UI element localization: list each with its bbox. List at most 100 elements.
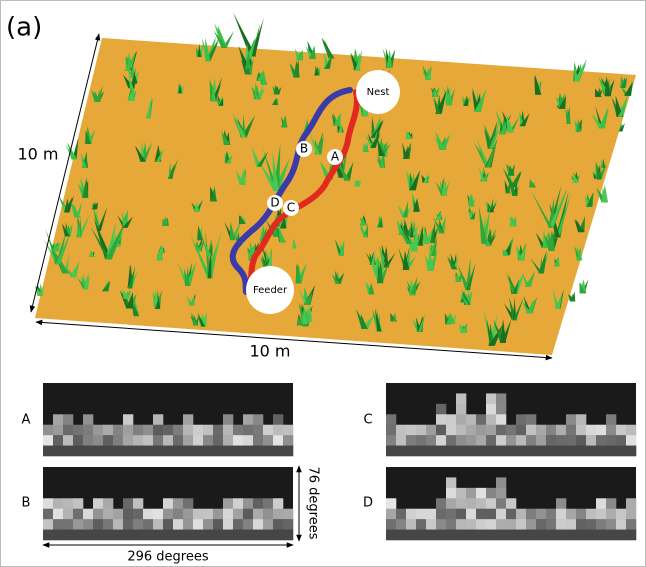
view-pixel [596,446,606,457]
view-pixel [396,435,406,446]
view-pixel [203,425,213,436]
view-pixel [223,530,233,541]
view-pixel [436,414,446,425]
view-pixel [283,435,293,446]
view-pixel [283,425,293,436]
view-pixel [193,530,203,541]
view-pixel [476,530,486,541]
view-pixel [183,425,193,436]
view-pixel [406,509,416,520]
view-pixel [93,435,103,446]
view-pixel [616,425,626,436]
view-pixel [263,530,273,541]
view-pixel [43,498,53,509]
view-pixel [496,519,506,530]
view-pixel [93,446,103,457]
view-pixel [446,446,456,457]
view-pixel [233,530,243,541]
view-pixel [566,414,576,425]
view-pixel [133,519,143,530]
view-pixel [53,509,63,520]
view-pixel [596,530,606,541]
view-pixel [496,477,506,488]
view-pixel [53,498,63,509]
view-pixel [606,435,616,446]
view-pixel [446,425,456,436]
view-pixel [506,425,516,436]
view-pixel [263,509,273,520]
view-pixel [626,509,636,520]
view-pixel [43,435,53,446]
view-pixel [193,509,203,520]
view-pixel [446,477,456,488]
view-pixel [213,519,223,530]
view-pixel [576,414,586,425]
view-pixel [506,519,516,530]
view-pixel [536,446,546,457]
view-pixel [496,509,506,520]
view-pixel [213,435,223,446]
view-pixel [456,404,466,415]
view-pixel [113,509,123,520]
view-pixel [83,519,93,530]
view-pixel [283,446,293,457]
view-pixel [386,414,396,425]
view-pixel [606,519,616,530]
view-pixel [243,425,253,436]
view-pixel [386,498,396,509]
view-pixel [223,509,233,520]
view-pixel [253,446,263,457]
view-pixel [396,509,406,520]
view-pixel [476,488,486,499]
view-pixel [233,509,243,520]
view-pixel [123,414,133,425]
view-pixel [173,435,183,446]
view-pixel [446,488,456,499]
view-pixel [163,509,173,520]
view-pixel [446,519,456,530]
view-pixel [263,498,273,509]
feeder-label: Feeder [253,285,288,296]
view-pixel [53,425,63,436]
view-pixel [496,488,506,499]
view-pixel [223,414,233,425]
view-pixel [596,519,606,530]
view-pixel [456,435,466,446]
view-pixel [426,425,436,436]
view-pixel [476,414,486,425]
view-pixel [153,435,163,446]
view-pixel [63,519,73,530]
view-pixel [566,530,576,541]
view-pixel [103,498,113,509]
view-pixel [173,446,183,457]
view-pixel [626,435,636,446]
view-pixel [263,446,273,457]
view-pixel [576,425,586,436]
view-pixel [243,498,253,509]
view-pixel [486,488,496,499]
view-pixel [606,425,616,436]
view-pixel [263,425,273,436]
view-pixel [556,435,566,446]
view-pixel [163,530,173,541]
view-pixel [576,509,586,520]
panel-label: (a) [6,13,42,43]
view-pixel [63,509,73,520]
view-pixel [516,425,526,436]
view-pixel [133,446,143,457]
view-pixel [113,446,123,457]
view-pixel [183,435,193,446]
view-pixel [576,519,586,530]
view-pixel [93,425,103,436]
view-pixel [426,509,436,520]
view-pixel [456,414,466,425]
view-pixel [406,519,416,530]
view-pixel [516,435,526,446]
waypoint-label: C [287,201,295,215]
view-pixel [273,530,283,541]
view-pixel [203,446,213,457]
view-pixel [586,425,596,436]
view-pixel [446,498,456,509]
view-pixel [596,509,606,520]
waypoint-label: B [300,142,308,156]
